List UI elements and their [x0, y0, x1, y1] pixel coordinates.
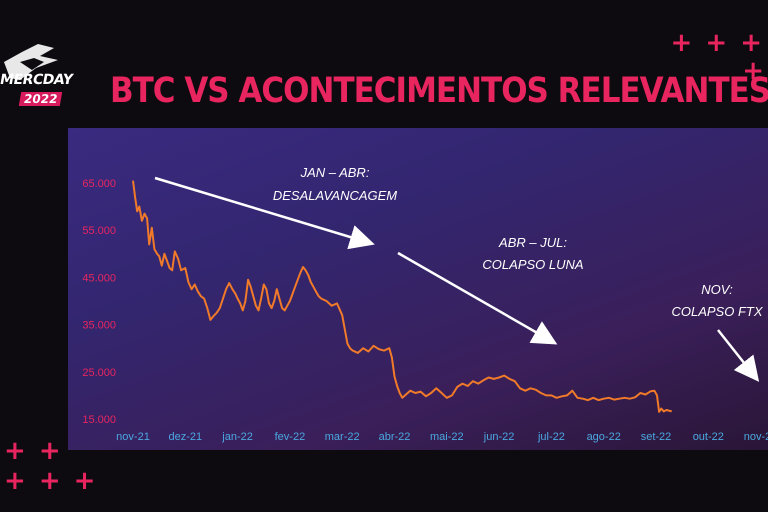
plus-decoration-top-right: + + + — [670, 28, 764, 58]
plus-decoration-top-right-2: + — [742, 56, 764, 86]
mercday-logo — [4, 44, 58, 80]
chart-title: BTC VS ACONTECIMENTOS RELEVANTES — [110, 70, 768, 112]
btc-price-line — [132, 180, 672, 413]
x-tick-label: nov-21 — [116, 431, 150, 443]
annotation-nov-line1: NOV: — [701, 282, 733, 297]
x-tick-label: fev-22 — [275, 431, 306, 443]
x-tick-label: out-22 — [693, 431, 724, 443]
x-tick-label: dez-21 — [168, 431, 202, 443]
chart-panel — [68, 128, 768, 450]
x-tick-label: mar-22 — [325, 431, 360, 443]
x-tick-label: ago-22 — [587, 431, 621, 443]
plus-decoration-bottom-left: + + — [4, 436, 63, 466]
annotation-jan-abr-line2: DESALAVANCAGEM — [273, 188, 397, 203]
annotation-nov-line2: COLAPSO FTX — [671, 304, 763, 319]
annotation-abr-jul-line2: COLAPSO LUNA — [482, 257, 583, 272]
x-tick-label: mai-22 — [430, 431, 464, 443]
plus-decoration-bottom-left-2: + + + — [4, 466, 98, 496]
y-tick-label: 35.000 — [82, 320, 116, 332]
arrow-desalavancagem — [154, 176, 375, 250]
arrow-colapso-ftx — [717, 329, 760, 382]
annotation-jan-abr-line1: JAN – ABR: — [300, 165, 370, 180]
y-tick-label: 65.000 — [82, 178, 116, 190]
y-tick-label: 25.000 — [82, 367, 116, 379]
x-tick-label: jan-22 — [221, 431, 253, 443]
arrow-colapso-luna — [397, 251, 558, 345]
x-tick-label: nov-22 — [744, 431, 768, 443]
y-tick-label: 55.000 — [82, 225, 116, 237]
y-tick-label: 45.000 — [82, 272, 116, 284]
x-tick-label: abr-22 — [379, 431, 411, 443]
x-tick-label: jun-22 — [483, 431, 515, 443]
y-tick-label: 15.000 — [82, 414, 116, 426]
x-tick-label: set-22 — [641, 431, 672, 443]
annotation-abr-jul-line1: ABR – JUL: — [498, 235, 567, 250]
x-tick-label: jul-22 — [537, 431, 565, 443]
